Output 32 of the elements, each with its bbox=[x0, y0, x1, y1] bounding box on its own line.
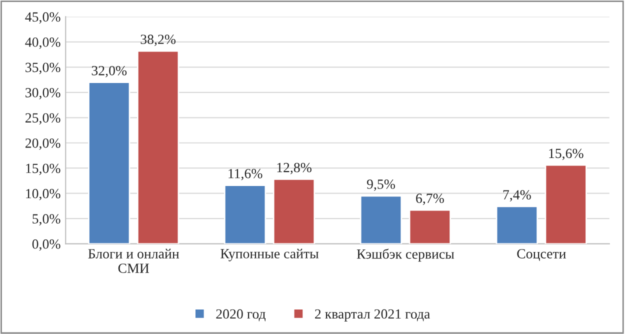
data-label: 9,5% bbox=[366, 180, 395, 191]
bar bbox=[136, 50, 180, 244]
y-tick-label: 25,0% bbox=[26, 113, 60, 125]
legend-label: 2020 год bbox=[216, 309, 266, 322]
y-tick-label: 30,0% bbox=[26, 88, 60, 100]
data-label: 15,6% bbox=[549, 148, 584, 160]
bar bbox=[544, 164, 587, 244]
x-tick-label: Кэшбэк сервисы bbox=[356, 248, 454, 262]
legend-label: 2 квартал 2021 года bbox=[315, 309, 430, 322]
bar bbox=[224, 184, 266, 244]
x-tick-label: Соцсети bbox=[517, 249, 566, 262]
data-label: 6,7% bbox=[416, 194, 444, 206]
bar bbox=[360, 195, 402, 244]
bar bbox=[408, 209, 452, 244]
data-label: 32,0% bbox=[92, 66, 127, 78]
data-label: 11,6% bbox=[228, 168, 262, 180]
data-label: 7,4% bbox=[503, 190, 531, 202]
y-tick-label: 0,0% bbox=[32, 239, 60, 251]
y-tick-label: 35,0% bbox=[26, 62, 60, 74]
bar bbox=[496, 206, 538, 244]
data-label: 38,2% bbox=[140, 34, 176, 46]
data-label: 12,8% bbox=[277, 162, 312, 174]
x-tick-label: Блоги и онлайн СМИ bbox=[88, 248, 180, 273]
bar bbox=[88, 82, 130, 244]
y-tick-label: 40,0% bbox=[25, 38, 60, 49]
x-tick-label: Купонные сайты bbox=[220, 248, 319, 262]
y-tick-label: 10,0% bbox=[26, 188, 60, 200]
y-tick-label: 5,0% bbox=[32, 214, 60, 226]
y-tick-label: 20,0% bbox=[26, 138, 60, 150]
bar bbox=[272, 178, 316, 244]
y-tick-label: 45,0% bbox=[25, 12, 60, 24]
y-tick-label: 15,0% bbox=[26, 164, 60, 176]
